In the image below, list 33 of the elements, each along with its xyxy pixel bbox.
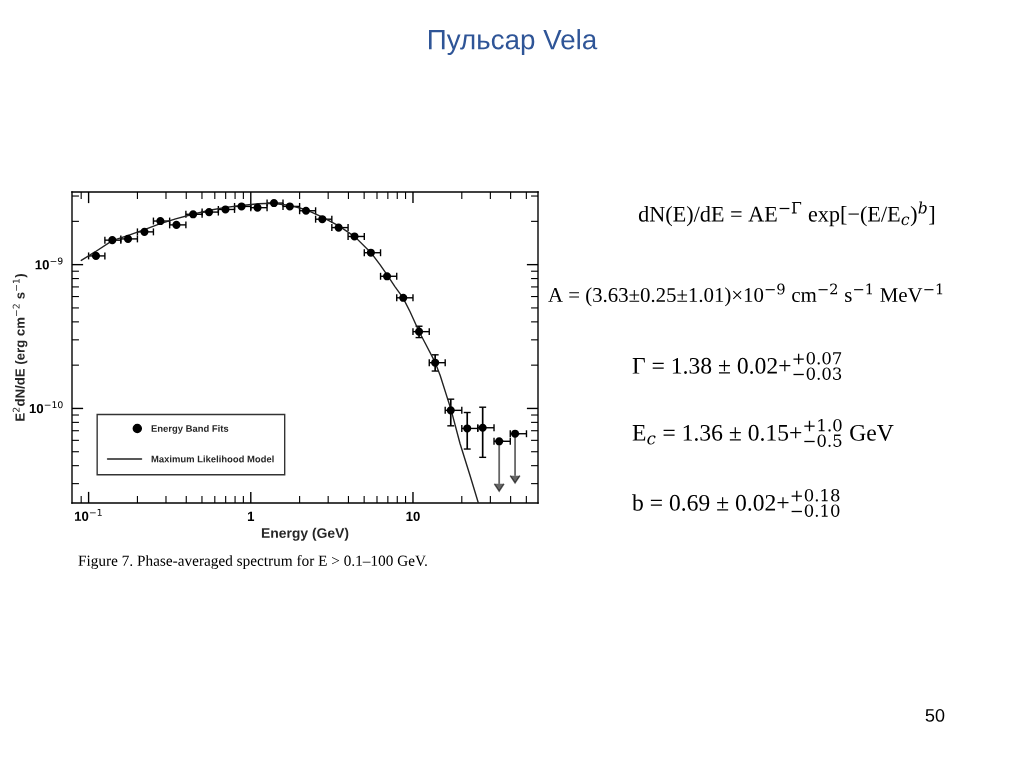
x-axis-title: Energy (GeV) <box>261 527 349 541</box>
text: dN(E)/dE = AE$^{−Γ}$ exp[−(E/E$_{c}$)$^{b}$] <box>638 201 935 227</box>
text: b = 0.69 ± 0.02+$^{+0.18}$$_{−0.10}$ <box>632 488 840 517</box>
x-tick-label: 1 <box>247 511 255 521</box>
legend-label: Energy Band Fits <box>151 424 229 434</box>
caption: Figure 7. Phase-averaged spectrum for E > 0.1–100 GeV. <box>78 554 427 570</box>
text: E$_{c}$ = 1.36 ± 0.15+$^{+1.0}$$_{−0.5}$ GeV <box>632 418 894 447</box>
text: 50 <box>925 709 945 722</box>
point <box>221 205 230 214</box>
point <box>463 424 472 433</box>
x-tick-label: 10$^{−1}$ <box>74 509 102 521</box>
y-axis-title: E$^{2}$dN/dE (erg cm$^{−2}$ s$^{−1}$) <box>12 274 28 421</box>
legend-label: Maximum Likelihood Model <box>151 455 274 463</box>
point <box>172 220 181 229</box>
point <box>205 208 214 217</box>
point <box>399 293 408 302</box>
point <box>189 210 198 219</box>
point <box>318 215 327 224</box>
point <box>91 251 100 260</box>
text: A = (3.63±0.25±1.01)×10$^{−9}$ cm$^{−2}$ s$^{−1}$ MeV$^{−1}$ <box>548 283 943 307</box>
point <box>108 236 117 245</box>
point <box>140 227 149 236</box>
point <box>446 406 455 415</box>
text: Γ = 1.38 ± 0.02+$^{+0.07}$$_{−0.03}$ <box>632 351 842 380</box>
y-tick-label: 10$^{−9}$ <box>35 257 63 270</box>
point <box>431 358 440 367</box>
x-tick-label: 10 <box>406 511 420 522</box>
y-tick-label: 10$^{−10}$ <box>29 401 63 414</box>
point <box>156 216 165 226</box>
point <box>366 248 375 257</box>
point <box>383 272 392 281</box>
chart-title: Пульсар Vela <box>429 29 598 55</box>
point <box>237 202 246 211</box>
